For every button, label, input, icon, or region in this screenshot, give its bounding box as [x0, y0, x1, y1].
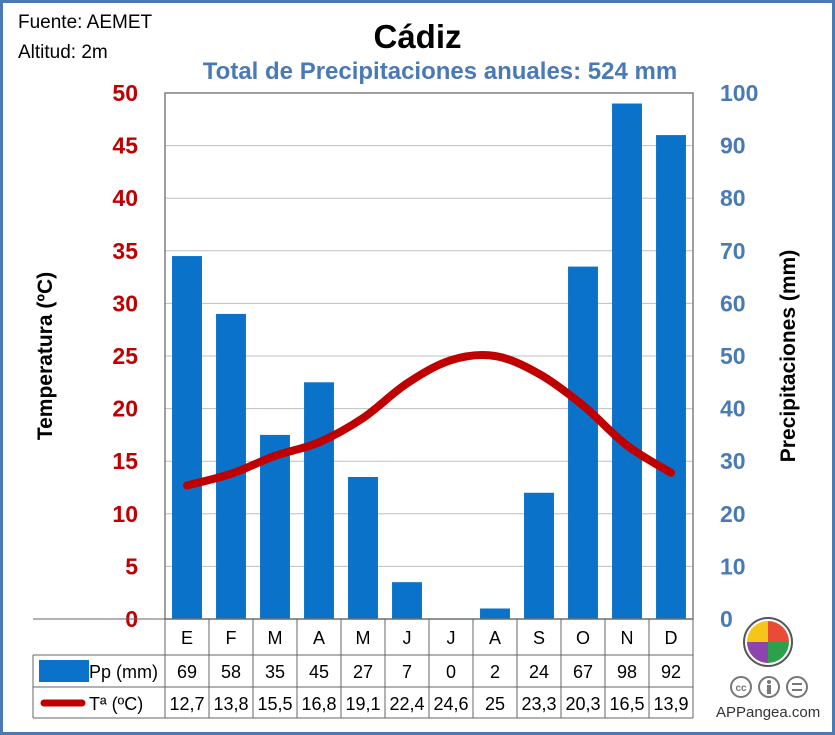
chart-subtitle: Total de Precipitaciones anuales: 524 mm	[202, 58, 678, 85]
legend-label-precipitation: Pp (mm)	[89, 662, 158, 682]
y-tick-label-right: 40	[720, 396, 746, 422]
x-tick-label: O	[576, 628, 590, 648]
x-tick-label: N	[621, 628, 634, 648]
tick-labels: 0510152025303540455001020304050607080901…	[112, 80, 758, 632]
legend-key-precipitation	[39, 660, 89, 682]
y-tick-label-left: 35	[112, 238, 138, 264]
x-tick-label: A	[489, 628, 501, 648]
y-tick-label-right: 100	[720, 80, 758, 106]
y-tick-label-left: 30	[112, 290, 138, 316]
x-tick-label: M	[356, 628, 371, 648]
by-icon	[758, 676, 780, 698]
precipitation-bar	[304, 382, 334, 619]
precipitation-bar	[612, 103, 642, 619]
altitude-label: Altitud: 2m	[18, 42, 108, 63]
temperature-data-label: 19,1	[345, 694, 380, 714]
y-tick-label-left: 10	[112, 501, 138, 527]
temperature-data-label: 13,8	[213, 694, 248, 714]
precipitation-bar	[656, 135, 686, 619]
y-tick-label-right: 10	[720, 553, 746, 579]
x-tick-label: M	[268, 628, 283, 648]
x-tick-label: J	[403, 628, 412, 648]
nd-icon	[786, 676, 808, 698]
precipitation-data-label: 69	[177, 662, 197, 682]
temperature-data-label: 25	[485, 694, 505, 714]
data-table: E 69 12,7 F 58 13,8 M 35 15,5 A 45 16,8 M 27 19,1 J 7 22,…	[32, 618, 694, 719]
y-tick-label-right: 70	[720, 238, 746, 264]
y-tick-label-right: 0	[720, 606, 733, 632]
precipitation-data-label: 58	[221, 662, 241, 682]
y-tick-label-right: 60	[720, 290, 746, 316]
precipitation-data-label: 2	[490, 662, 500, 682]
precipitation-data-label: 67	[573, 662, 593, 682]
precipitation-bars	[172, 103, 686, 619]
legend-label-temperature: Tª (ºC)	[89, 694, 143, 714]
precipitation-bar	[524, 492, 554, 619]
site-credit: APPangea.com	[716, 704, 821, 721]
svg-text:cc: cc	[735, 683, 747, 694]
temperature-data-label: 16,5	[609, 694, 644, 714]
x-tick-label: D	[665, 628, 678, 648]
temperature-data-label: 24,6	[433, 694, 468, 714]
precipitation-bar	[392, 582, 422, 619]
x-tick-label: J	[447, 628, 456, 648]
y-tick-label-right: 20	[720, 501, 746, 527]
y-tick-label-right: 90	[720, 133, 746, 159]
y-tick-label-right: 80	[720, 185, 746, 211]
precipitation-bar	[568, 266, 598, 619]
precipitation-bar	[348, 476, 378, 619]
precipitation-data-label: 0	[446, 662, 456, 682]
temperature-data-label: 13,9	[653, 694, 688, 714]
temperature-data-label: 16,8	[301, 694, 336, 714]
y-tick-label-right: 30	[720, 448, 746, 474]
y-tick-label-left: 25	[112, 343, 138, 369]
temperature-data-label: 20,3	[565, 694, 600, 714]
source-label: Fuente: AEMET	[18, 12, 153, 33]
temperature-data-label: 22,4	[389, 694, 424, 714]
y-tick-label-left: 45	[112, 133, 138, 159]
y-tick-label-left: 15	[112, 448, 138, 474]
precipitation-bar	[480, 608, 510, 619]
x-tick-label: E	[181, 628, 193, 648]
precipitation-data-label: 92	[661, 662, 681, 682]
precipitation-bar	[260, 434, 290, 619]
x-tick-label: F	[226, 628, 237, 648]
y-tick-label-left: 20	[112, 396, 138, 422]
precipitation-data-label: 7	[402, 662, 412, 682]
y-axis-label-left: Temperatura (ºC)	[34, 272, 57, 440]
x-tick-label: A	[313, 628, 325, 648]
y-tick-label-left: 5	[125, 553, 138, 579]
temperature-data-label: 23,3	[521, 694, 556, 714]
chart-title: Cádiz	[373, 18, 462, 55]
y-tick-label-left: 50	[112, 80, 138, 106]
puzzle-logo-icon	[743, 617, 793, 667]
x-tick-label: S	[533, 628, 545, 648]
precipitation-data-label: 24	[529, 662, 549, 682]
precipitation-data-label: 27	[353, 662, 373, 682]
y-tick-label-right: 50	[720, 343, 746, 369]
temperature-data-label: 15,5	[257, 694, 292, 714]
precipitation-data-label: 35	[265, 662, 285, 682]
temperature-line	[183, 351, 675, 490]
temperature-data-label: 12,7	[169, 694, 204, 714]
precipitation-data-label: 98	[617, 662, 637, 682]
cc-icon: cc	[730, 676, 752, 698]
precipitation-data-label: 45	[309, 662, 329, 682]
y-tick-label-left: 40	[112, 185, 138, 211]
y-axis-label-right: Precipitaciones (mm)	[777, 250, 800, 462]
precipitation-bar	[172, 256, 202, 619]
